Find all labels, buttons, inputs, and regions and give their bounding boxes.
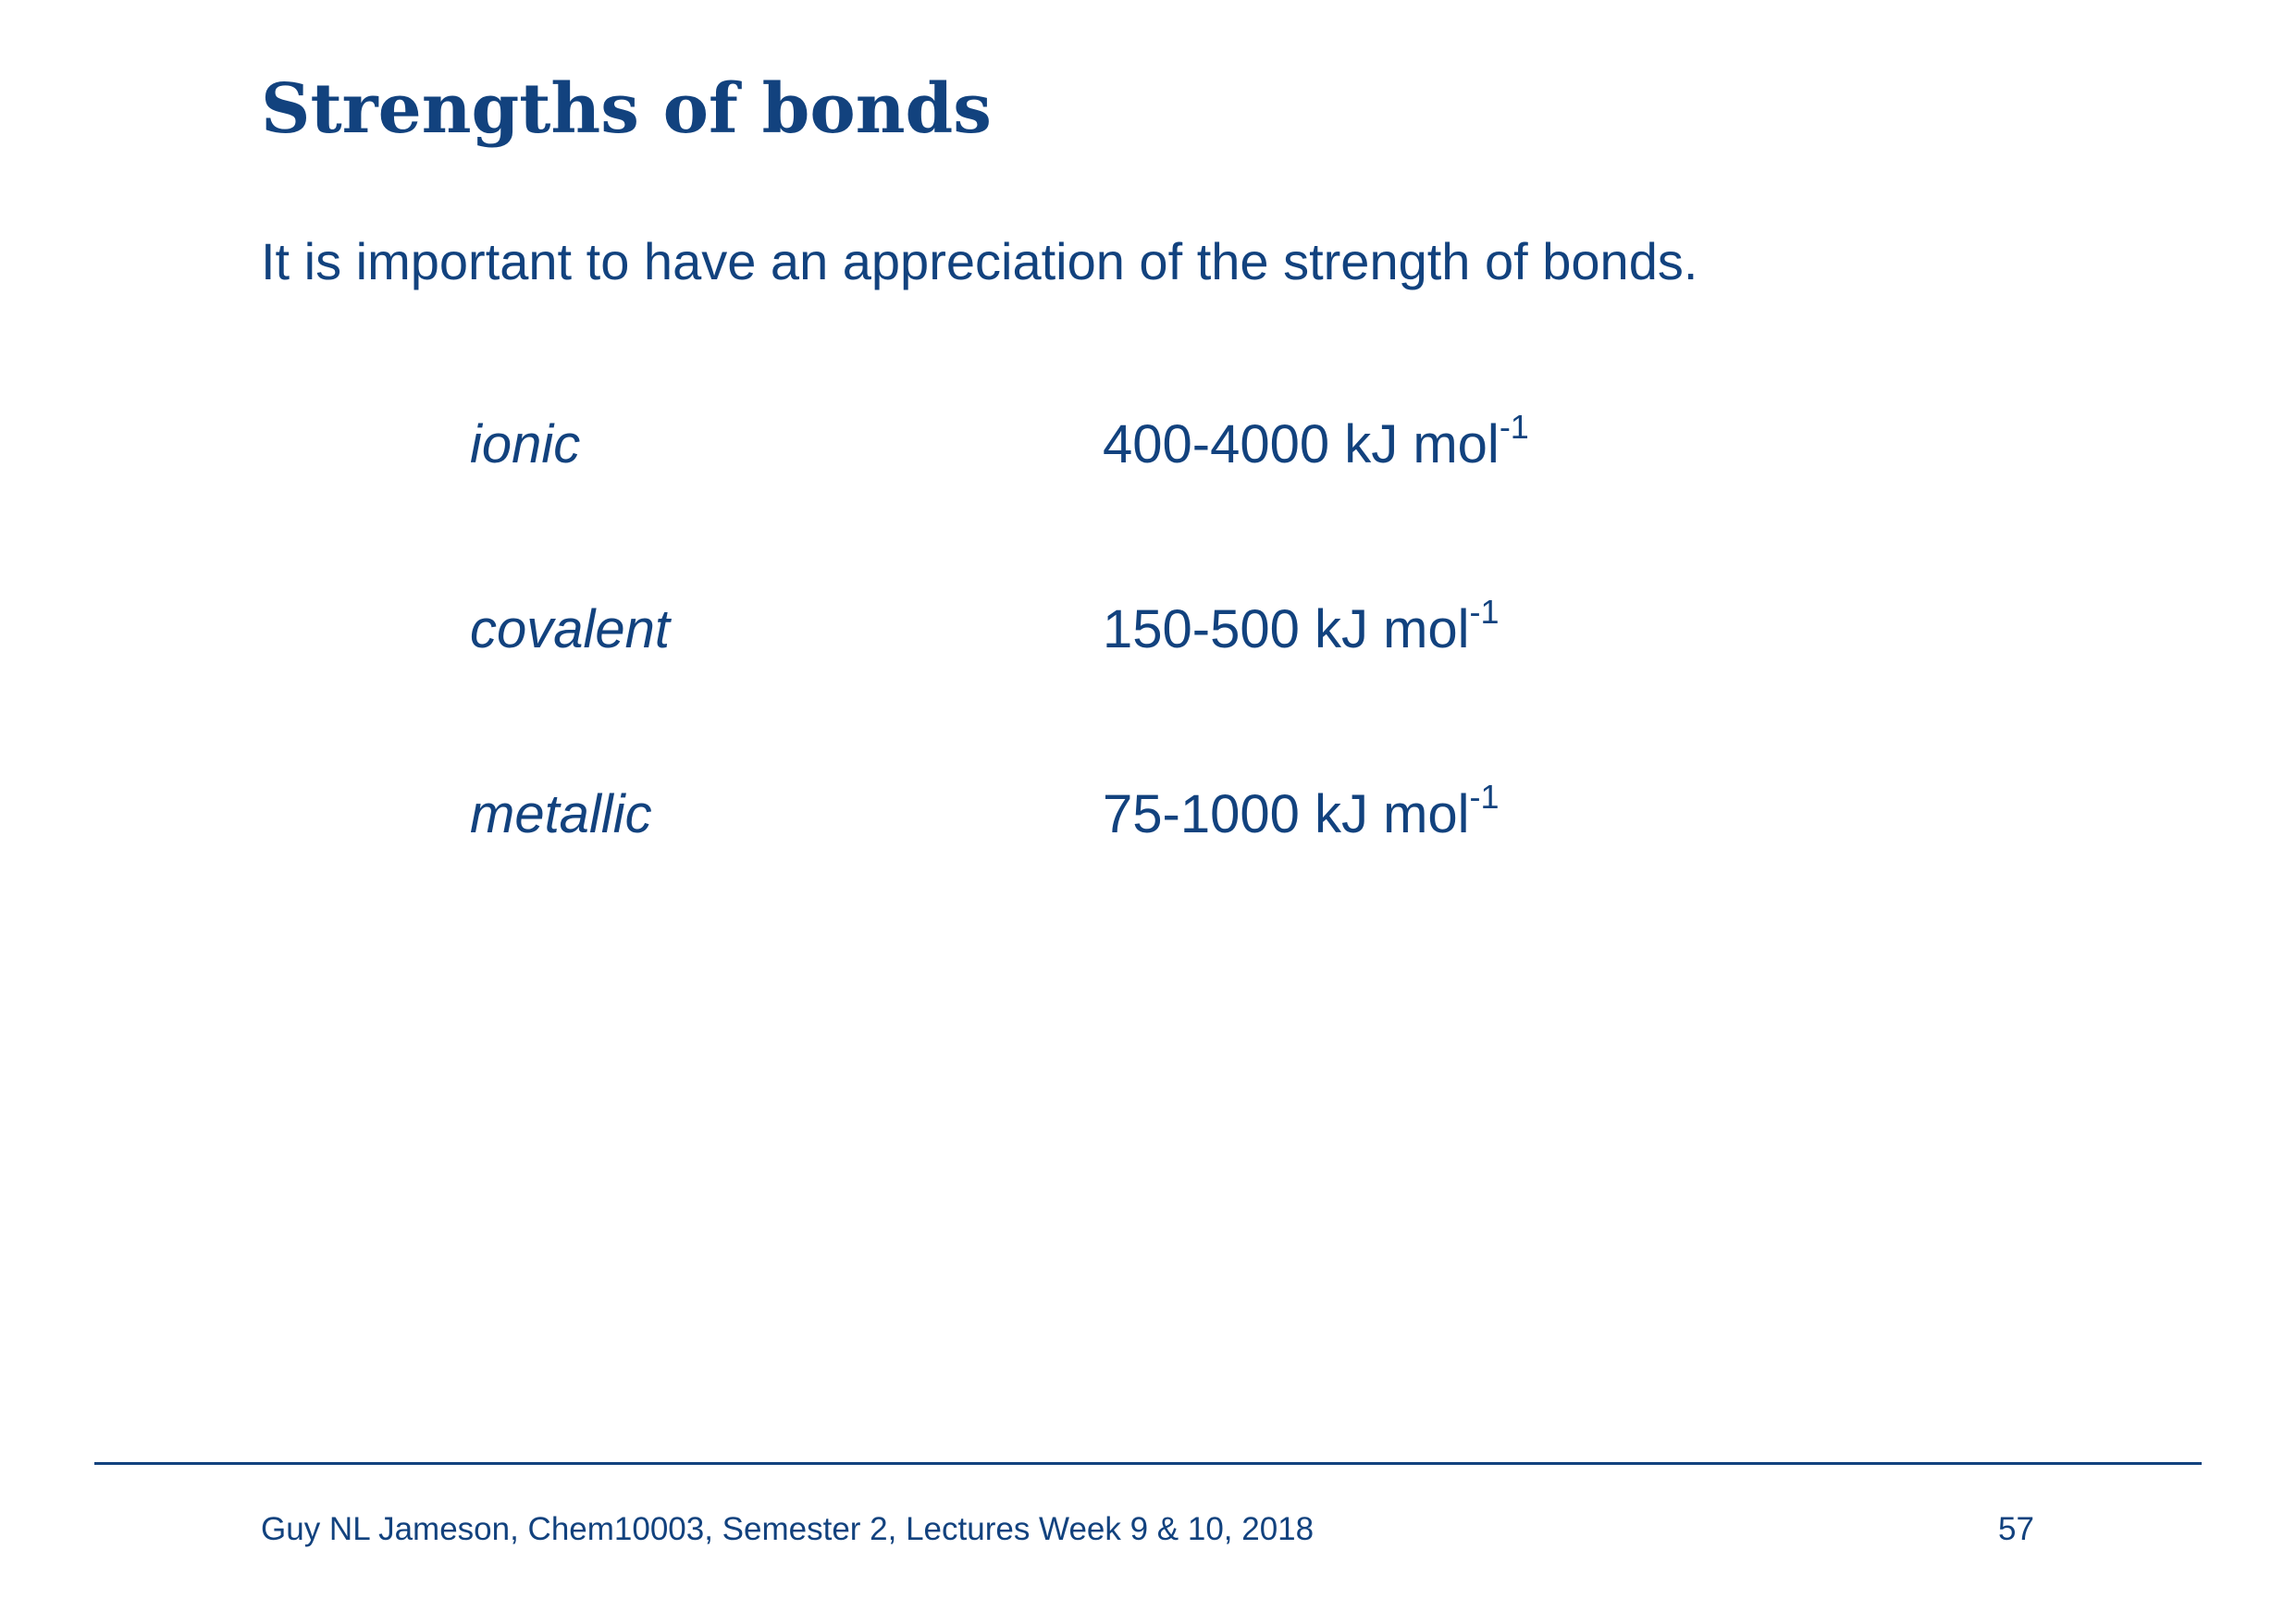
bond-strength-range: 75-1000 kJ mol-1	[1103, 773, 1500, 856]
bond-range-value: 150-500 kJ mol	[1103, 599, 1470, 659]
bond-row-metallic: metallic 75-1000 kJ mol-1	[0, 773, 2296, 856]
footer-credit: Guy NL Jameson, Chem10003, Semester 2, L…	[261, 1511, 1315, 1547]
bond-range-exponent: -1	[1499, 407, 1529, 446]
bond-range-value: 400-4000 kJ mol	[1103, 414, 1500, 474]
bond-row-ionic: ionic 400-4000 kJ mol-1	[0, 403, 2296, 486]
bond-range-exponent: -1	[1469, 592, 1500, 631]
bond-type-label: ionic	[470, 414, 581, 474]
bond-type-label: metallic	[470, 784, 652, 844]
bond-type-label: covalent	[470, 599, 671, 659]
footer-divider	[94, 1462, 2202, 1465]
bond-range-value: 75-1000 kJ mol	[1103, 784, 1470, 844]
bond-range-exponent: -1	[1469, 777, 1500, 816]
intro-text: It is important to have an appreciation …	[261, 232, 1698, 290]
bond-strength-range: 400-4000 kJ mol-1	[1103, 403, 1529, 486]
bond-strength-range: 150-500 kJ mol-1	[1103, 588, 1500, 671]
page-number: 57	[1998, 1511, 2034, 1547]
bond-row-covalent: covalent 150-500 kJ mol-1	[0, 588, 2296, 671]
slide-title: Strengths of bonds	[261, 69, 992, 149]
